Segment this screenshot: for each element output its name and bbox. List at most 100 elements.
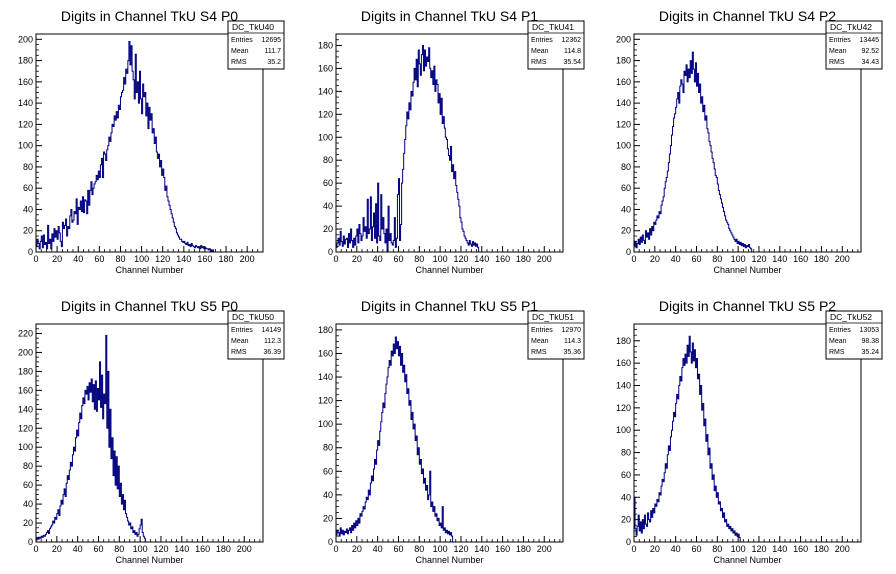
y-tick-label: 140	[318, 86, 333, 96]
stats-value-entries: 13053	[860, 327, 880, 334]
plot-frame	[633, 323, 862, 543]
x-tick-label: 180	[216, 544, 231, 554]
y-tick-label: 80	[23, 461, 33, 471]
x-tick-label: 60	[393, 544, 403, 554]
x-tick-label: 0	[333, 254, 338, 264]
x-axis-label: Channel Number	[115, 265, 183, 275]
stats-label: Entries	[531, 327, 553, 334]
y-tick-label: 20	[621, 515, 631, 525]
plot-frame	[335, 323, 564, 543]
stats-value-entries: 12362	[562, 37, 582, 44]
y-tick-label: 100	[18, 442, 33, 452]
x-tick-label: 20	[352, 254, 362, 264]
stats-value-entries: 14149	[262, 327, 282, 334]
y-tick-label: 180	[616, 56, 631, 66]
stats-value-rms: 35.24	[861, 349, 879, 356]
y-tick-label: 180	[318, 325, 333, 335]
stats-label: Mean	[829, 338, 847, 345]
stats-label: RMS	[231, 59, 247, 66]
x-tick-label: 100	[433, 544, 448, 554]
x-tick-label: 100	[134, 254, 149, 264]
x-tick-label: 180	[219, 254, 234, 264]
y-tick-label: 80	[621, 448, 631, 458]
y-tick-label: 100	[616, 425, 631, 435]
stats-title: DC_TkU40	[232, 22, 274, 32]
y-tick-label: 40	[323, 490, 333, 500]
x-tick-label: 40	[373, 544, 383, 554]
y-tick-label: 100	[318, 419, 333, 429]
stats-label: Entries	[231, 327, 253, 334]
stats-label: Entries	[829, 37, 851, 44]
y-tick-label: 0	[28, 537, 33, 547]
x-tick-label: 200	[237, 544, 252, 554]
x-tick-label: 80	[414, 544, 424, 554]
y-tick-label: 80	[23, 162, 33, 172]
histogram-series-line	[335, 44, 480, 253]
histogram-series-line	[35, 40, 214, 252]
x-tick-label: 200	[537, 544, 552, 554]
y-tick-label: 100	[318, 132, 333, 142]
y-tick-label: 20	[23, 226, 33, 236]
y-tick-label: 100	[616, 141, 631, 151]
x-tick-label: 140	[772, 254, 787, 264]
y-tick-label: 40	[23, 499, 33, 509]
y-tick-label: 80	[323, 443, 333, 453]
stats-value-entries: 13445	[860, 37, 880, 44]
stats-box	[227, 20, 285, 70]
y-tick-label: 220	[18, 328, 33, 338]
stats-label: Mean	[531, 48, 549, 55]
stats-title: DC_TkU42	[830, 22, 872, 32]
x-tick-label: 40	[73, 254, 83, 264]
y-tick-label: 140	[318, 372, 333, 382]
x-tick-label: 0	[33, 254, 38, 264]
stats-title: DC_TkU52	[830, 312, 872, 322]
stats-title: DC_TkU50	[232, 312, 274, 322]
chart-title: Digits in Channel TkU S5 P1	[361, 298, 538, 314]
y-tick-label: 180	[18, 56, 33, 66]
y-tick-label: 200	[616, 34, 631, 44]
x-tick-label: 60	[691, 544, 701, 554]
x-tick-label: 160	[195, 544, 210, 554]
y-tick-label: 60	[621, 183, 631, 193]
chart-title: Digits in Channel TkU S4 P0	[61, 8, 238, 24]
x-axis-label: Channel Number	[713, 555, 781, 565]
stats-value-mean: 98.38	[861, 338, 879, 345]
x-tick-label: 120	[751, 544, 766, 554]
y-tick-label: 0	[626, 537, 631, 547]
x-tick-label: 80	[414, 254, 424, 264]
y-tick-label: 60	[621, 470, 631, 480]
y-tick-label: 140	[616, 380, 631, 390]
y-tick-label: 120	[616, 403, 631, 413]
y-tick-label: 120	[318, 396, 333, 406]
x-tick-label: 140	[772, 544, 787, 554]
histogram-series-line	[633, 335, 741, 542]
x-tick-label: 140	[174, 544, 189, 554]
x-tick-label: 160	[793, 544, 808, 554]
chart-title: Digits in Channel TkU S4 P2	[659, 8, 836, 24]
y-tick-label: 160	[616, 77, 631, 87]
x-axis-label: Channel Number	[115, 555, 183, 565]
histogram-panel: Digits in Channel TkU S4 P1 0 20 40 60 80 100 1…	[318, 8, 585, 275]
stats-box	[227, 310, 285, 360]
x-axis-label: Channel Number	[415, 555, 483, 565]
x-tick-label: 60	[93, 544, 103, 554]
y-tick-label: 160	[616, 358, 631, 368]
stats-label: Entries	[531, 37, 553, 44]
y-tick-label: 160	[18, 77, 33, 87]
stats-label: Mean	[231, 48, 249, 55]
x-tick-label: 0	[33, 544, 38, 554]
stats-label: RMS	[231, 349, 247, 356]
y-tick-label: 20	[23, 518, 33, 528]
stats-value-mean: 114.3	[564, 338, 581, 345]
x-tick-label: 180	[516, 254, 531, 264]
x-tick-label: 140	[474, 254, 489, 264]
stats-label: Mean	[829, 48, 847, 55]
x-tick-label: 160	[495, 254, 510, 264]
x-tick-label: 180	[516, 544, 531, 554]
x-tick-label: 60	[393, 254, 403, 264]
y-tick-label: 180	[616, 336, 631, 346]
x-tick-label: 80	[115, 254, 125, 264]
stats-box	[825, 20, 883, 70]
y-tick-label: 20	[621, 226, 631, 236]
